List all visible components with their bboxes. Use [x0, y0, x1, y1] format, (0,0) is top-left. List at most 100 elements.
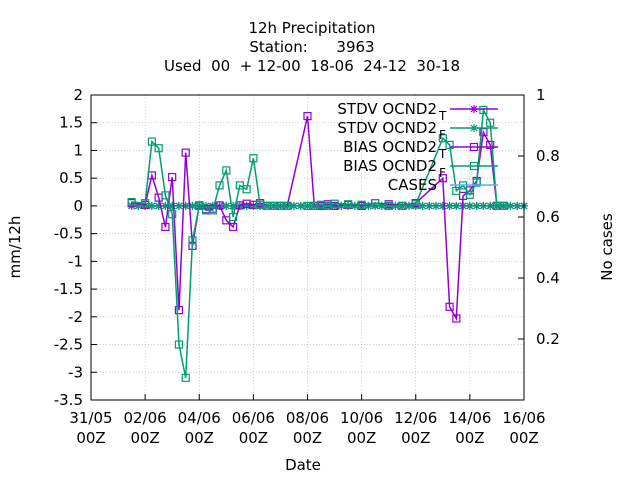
- y2-axis-ticks: 1 0.8 0.6 0.4 0.2: [518, 86, 560, 348]
- x-tick-label: 00Z: [185, 429, 214, 447]
- data-point: [465, 190, 474, 199]
- x-axis-ticks: 31/05 00Z 02/06 00Z 04/06 00Z 06/06 00Z 08/06 00Z…: [69, 394, 546, 447]
- data-point: [486, 118, 495, 127]
- data-point: [215, 181, 224, 190]
- data-point: [445, 302, 454, 311]
- y-axis-label: mm/12h: [6, 216, 24, 279]
- data-point: [486, 140, 495, 150]
- x-tick-label: 00Z: [401, 429, 430, 447]
- data-point: [499, 201, 508, 211]
- data-point: [425, 201, 434, 210]
- y-tick-label: -2.5: [54, 336, 83, 354]
- data-point: [445, 140, 454, 150]
- title-line-3: Used 00 + 12-00 18-06 24-12 30-18: [164, 57, 460, 75]
- legend-label: CASES: [388, 176, 437, 194]
- series-3: [127, 105, 508, 382]
- data-point: [168, 172, 177, 182]
- x-tick-label: 10/06: [340, 409, 383, 427]
- data-point: [445, 201, 454, 210]
- data-point: [242, 185, 251, 194]
- legend-marker: [469, 161, 479, 171]
- y2-tick-label: 0.8: [536, 147, 560, 165]
- data-point: [411, 200, 420, 209]
- y-tick-label: -1: [68, 252, 83, 270]
- data-point: [438, 134, 447, 143]
- x-tick-label: 04/06: [178, 409, 221, 427]
- y-axis-ticks: 2 1.5 1 0.5 0 -0.5 -1 -1.5 -2 -2.5 -3 -3.5: [54, 86, 97, 409]
- data-point: [343, 200, 353, 209]
- legend-marker: [470, 124, 478, 132]
- data-point: [330, 199, 339, 208]
- y-tick-label: -3: [68, 363, 83, 381]
- data-point: [479, 105, 488, 115]
- y-tick-label: 1: [73, 141, 83, 159]
- data-point: [472, 178, 481, 187]
- x-tick-label: 00Z: [509, 429, 538, 447]
- data-point: [141, 199, 150, 208]
- y-tick-label: -1.5: [54, 280, 83, 298]
- x-tick-label: 16/06: [502, 409, 545, 427]
- x-tick-label: 31/05: [69, 409, 112, 427]
- x-tick-label: 00Z: [293, 429, 322, 447]
- x-tick-label: 00Z: [239, 429, 268, 447]
- y-tick-label: -0.5: [54, 225, 83, 243]
- y-tick-label: 0.5: [59, 169, 83, 187]
- data-point: [432, 201, 441, 210]
- data-point: [215, 201, 224, 210]
- data-point: [249, 154, 258, 163]
- data-point: [398, 201, 407, 211]
- legend-subscript: T: [438, 147, 447, 161]
- data-point: [174, 201, 183, 210]
- data-point: [195, 201, 204, 211]
- x-axis-label: Date: [285, 456, 321, 474]
- data-point: [513, 201, 522, 210]
- data-point: [303, 111, 312, 121]
- data-point: [465, 201, 474, 210]
- legend-label: STDV OCND2: [337, 100, 437, 118]
- data-point: [174, 340, 184, 349]
- x-tick-label: 00Z: [455, 429, 484, 447]
- series-layer: [127, 105, 528, 382]
- data-point: [168, 210, 177, 219]
- x-tick-label: 08/06: [286, 409, 329, 427]
- legend-label: BIAS OCND2: [343, 138, 437, 156]
- y2-tick-label: 0.6: [536, 208, 560, 226]
- data-point: [452, 186, 461, 196]
- data-point: [222, 166, 231, 175]
- x-tick-label: 00Z: [130, 429, 159, 447]
- y-tick-label: 0: [73, 197, 83, 215]
- legend-label: STDV OCND2: [337, 119, 437, 137]
- data-point: [452, 314, 461, 323]
- title-line-2: Station: 3963: [249, 38, 374, 56]
- data-point: [154, 144, 163, 153]
- data-point: [228, 222, 238, 232]
- series-line: [131, 115, 504, 322]
- chart-title: 12h Precipitation Station: 3963 Used 00 …: [164, 19, 460, 75]
- y-tick-label: 1.5: [59, 114, 83, 132]
- data-point: [371, 199, 380, 208]
- legend-subscript: T: [438, 109, 447, 123]
- data-point: [384, 201, 393, 211]
- data-point: [208, 206, 217, 215]
- x-tick-label: 06/06: [232, 409, 275, 427]
- series-2: [127, 111, 508, 323]
- series-line: [131, 107, 504, 378]
- legend-subscript: F: [439, 128, 446, 142]
- y2-tick-label: 0.4: [536, 269, 560, 287]
- legend-marker: [470, 105, 478, 113]
- data-point: [181, 373, 190, 382]
- legend-marker: [469, 142, 479, 152]
- data-point: [472, 201, 481, 210]
- y2-tick-label: 0.2: [536, 330, 560, 348]
- data-point: [174, 306, 184, 315]
- title-line-1: 12h Precipitation: [248, 19, 375, 37]
- x-tick-label: 00Z: [76, 429, 105, 447]
- data-point: [147, 137, 156, 146]
- legend-subscript: F: [439, 166, 446, 180]
- x-tick-label: 00Z: [347, 429, 376, 447]
- data-point: [452, 201, 461, 210]
- data-point: [188, 236, 197, 245]
- y-tick-label: 2: [73, 86, 83, 104]
